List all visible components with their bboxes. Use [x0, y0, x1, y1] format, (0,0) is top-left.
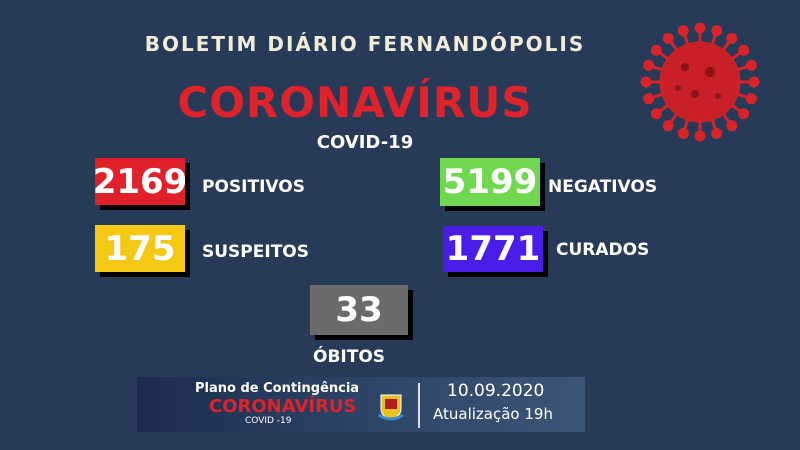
- city-crest-icon: [378, 394, 404, 421]
- banner-headline: CORONAVÍRUS: [209, 396, 357, 417]
- banner-plan: Plano de Contingência: [195, 381, 360, 396]
- obitos-count: 33: [310, 285, 408, 335]
- curados-label: CURADOS: [556, 240, 650, 260]
- banner-update: Atualização 19h: [433, 405, 553, 423]
- suspeitos-label: SUSPEITOS: [202, 242, 309, 262]
- coronavirus-icon: [640, 22, 760, 142]
- page-title: BOLETIM DIÁRIO FERNANDÓPOLIS: [144, 32, 586, 56]
- banner-sub: COVID -19: [245, 416, 292, 426]
- headline: CORONAVÍRUS: [177, 78, 533, 127]
- banner-date: 10.09.2020: [447, 381, 545, 401]
- curados-count: 1771: [443, 226, 543, 272]
- suspeitos-count: 175: [95, 225, 185, 272]
- contingency-banner: Plano de Contingência CORONAVÍRUS COVID …: [137, 377, 585, 432]
- subtitle: COVID-19: [316, 132, 414, 153]
- positivos-count: 2169: [93, 158, 187, 205]
- obitos-label: ÓBITOS: [313, 347, 386, 367]
- negativos-label: NEGATIVOS: [548, 177, 658, 197]
- positivos-label: POSITIVOS: [202, 177, 305, 197]
- negativos-count: 5199: [440, 158, 540, 206]
